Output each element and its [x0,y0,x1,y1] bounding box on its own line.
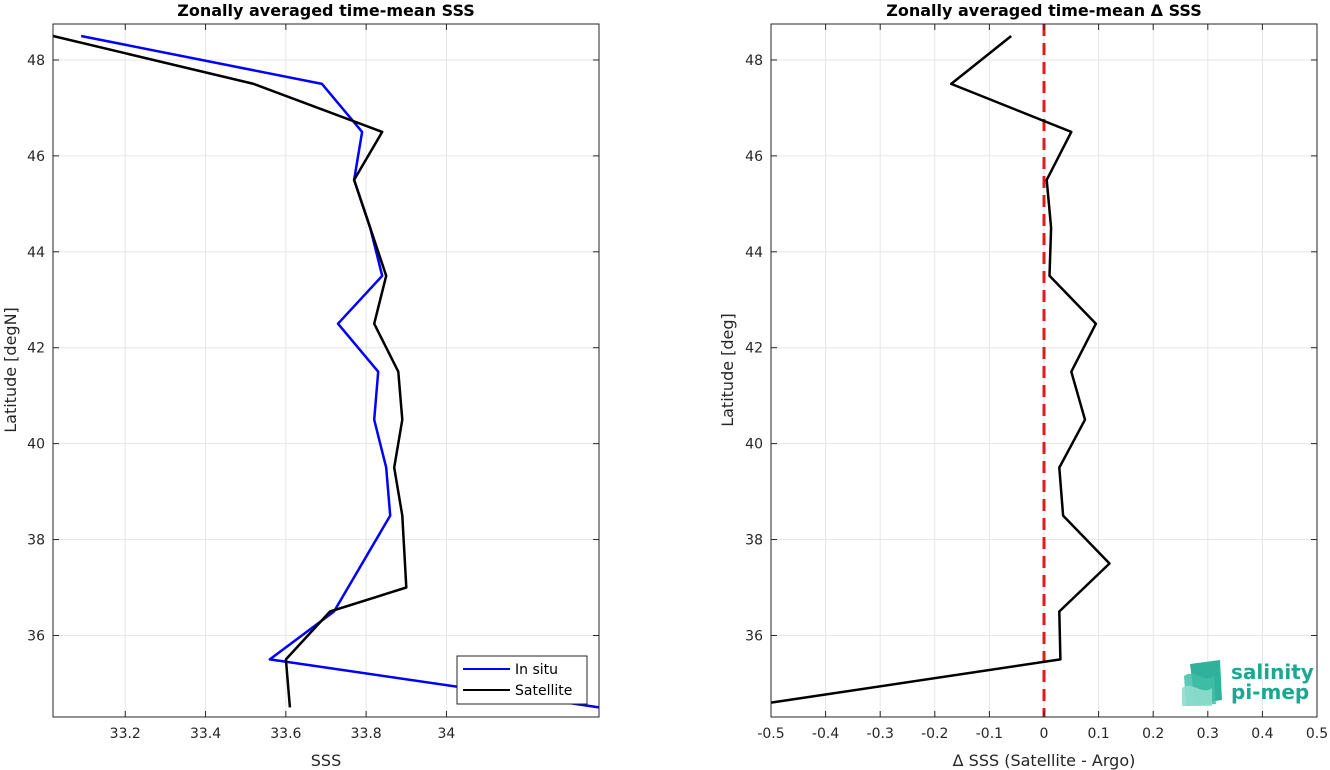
x-tick-label: 33.4 [190,726,221,742]
x-tick-label: -0.5 [757,726,784,742]
legend: In situ Satellite [456,655,588,705]
x-axis-label-delta-sss: Δ SSS (Satellite - Argo) [953,751,1136,770]
y-tick-label: 46 [27,149,45,165]
axes-box-sss [52,23,600,718]
chart-title-sss: Zonally averaged time-mean SSS [177,1,475,20]
x-tick-label: 33.6 [270,726,301,742]
x-tick-label: 34 [438,726,456,742]
logo-text-pi-mep: pi-mep [1231,680,1309,704]
y-tick-label: 40 [27,437,45,453]
y-tick-label: 38 [745,533,763,549]
x-tick-label: -0.1 [976,726,1003,742]
series-line-delta-sss [770,35,1111,704]
x-tick-label: -0.4 [812,726,839,742]
y-tick-label: 36 [27,628,45,644]
x-tick-label: -0.2 [921,726,948,742]
x-tick-label: 33.2 [110,726,141,742]
y-tick-label: 40 [745,437,763,453]
y-tick-label: 44 [745,245,763,261]
panel-delta-sss: -0.5 -0.4 -0.3 -0.2 -0.1 0 0.1 0.2 0.3 0.4 0.5 36 38… [718,1,1328,770]
series-line-in-situ [80,34,600,709]
legend-box [456,655,588,705]
x-tick-label: 0.5 [1306,726,1328,742]
y-axis-label-sss: Latitude [degN] [1,307,20,433]
y-tick-label: 42 [745,341,763,357]
y-tick-label: 46 [745,149,763,165]
y-tick-label: 44 [27,245,45,261]
x-axis-label-sss: SSS [311,751,341,770]
legend-label-in-situ: In situ [515,662,558,678]
salinity-pi-mep-logo: salinity pi-mep [1182,660,1314,706]
logo-text-salinity: salinity [1231,660,1314,684]
x-tick-label: 0.3 [1197,726,1219,742]
x-tick-label: 0.4 [1251,726,1273,742]
x-tick-label: 0.1 [1087,726,1109,742]
plot-area-sss [53,24,599,717]
x-tick-label: 33.8 [351,726,382,742]
legend-label-satellite: Satellite [515,683,572,699]
chart-title-delta-sss: Zonally averaged time-mean Δ SSS [886,1,1202,20]
wave-icon [1182,660,1222,706]
x-tick-label: 0.2 [1142,726,1164,742]
y-axis-label-delta-sss: Latitude [deg] [718,313,737,427]
y-tick-label: 48 [27,53,45,69]
x-tick-label: 0 [1040,726,1049,742]
series-line-satellite [52,34,408,708]
y-tick-label: 38 [27,533,45,549]
y-tick-label: 42 [27,341,45,357]
y-tick-label: 48 [745,53,763,69]
y-tick-label: 36 [745,628,763,644]
x-tick-label: -0.3 [867,726,894,742]
panel-sss: 33.2 33.4 33.6 33.8 34 36 38 40 42 44 46 48 Zonally… [1,1,600,770]
